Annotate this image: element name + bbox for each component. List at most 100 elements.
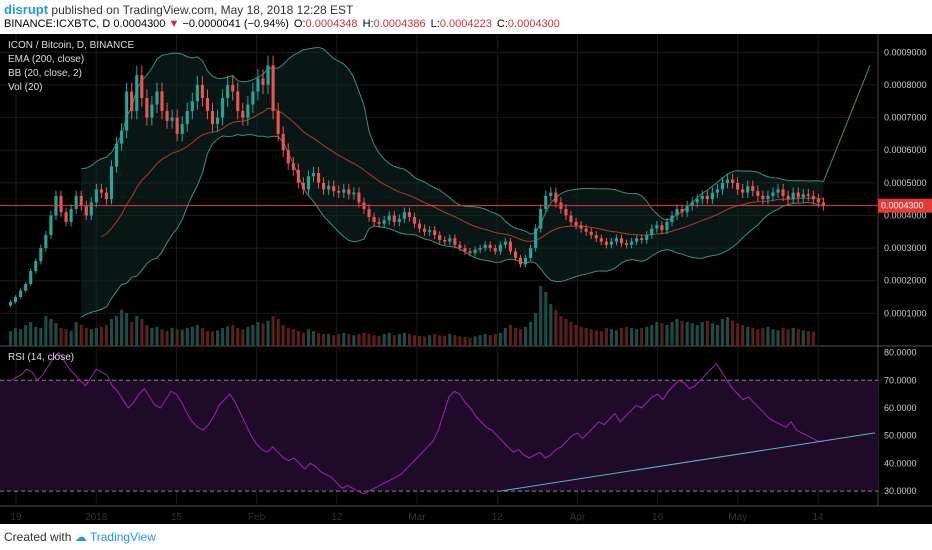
candle-body — [34, 261, 38, 271]
time-tick-label: Apr — [570, 512, 586, 523]
volume-bar — [428, 335, 432, 346]
candle-body — [402, 212, 406, 219]
volume-bar — [498, 332, 502, 346]
volume-bar — [357, 334, 361, 346]
candle-body — [503, 241, 507, 245]
candle-body — [589, 231, 593, 236]
candle-body — [377, 222, 381, 224]
volume-bar — [114, 316, 119, 346]
candle-body — [367, 208, 371, 218]
candle-body — [665, 222, 669, 231]
price-tick-label: 0.0005000 — [884, 178, 927, 188]
candle-body — [69, 208, 73, 222]
volume-bar — [715, 325, 720, 346]
candle-body — [352, 192, 356, 195]
candle-body — [301, 182, 305, 190]
candle-body — [205, 98, 210, 112]
volume-bar — [180, 329, 184, 346]
volume-bar — [483, 334, 487, 346]
volume-bar — [523, 326, 528, 346]
chart-canvas[interactable]: 0.0009000 0.0008000 0.0007000 0.0006000 0.00… — [0, 34, 932, 524]
legend-title: ICON / Bitcoin, D, BINANCE — [8, 40, 134, 51]
candle-body — [473, 249, 477, 253]
volume-bar — [352, 335, 356, 346]
volume-bar — [720, 319, 725, 346]
candle-body — [448, 238, 452, 242]
volume-bar — [518, 329, 523, 346]
volume-bar — [251, 325, 255, 346]
volume-bar — [635, 329, 639, 346]
volume-bar — [64, 329, 68, 346]
candle-body — [322, 182, 326, 190]
time-tick-label: 12 — [331, 512, 343, 523]
candle-body — [786, 195, 790, 200]
candle-body — [700, 195, 704, 200]
volume-bar — [261, 323, 265, 346]
volume-bar — [619, 328, 624, 346]
candle-body — [579, 225, 583, 229]
candle-body — [725, 179, 730, 183]
volume-bar — [155, 326, 159, 346]
candle-body — [190, 101, 194, 112]
volume-bar — [630, 328, 634, 346]
candle-body — [24, 284, 28, 291]
candle-body — [271, 65, 275, 112]
candle-body — [8, 301, 13, 306]
volume-bar — [14, 328, 18, 346]
rsi-band-fill — [0, 380, 878, 492]
volume-bar — [125, 313, 129, 346]
candle-body — [241, 111, 245, 118]
candle-body — [276, 111, 280, 134]
candle-body — [498, 244, 502, 252]
volume-bar — [640, 328, 644, 346]
volume-bar — [190, 326, 194, 346]
candle-body — [372, 217, 376, 222]
candle-body — [655, 225, 659, 229]
volume-bar — [544, 292, 548, 346]
candle-body — [635, 238, 639, 242]
candle-body — [756, 191, 760, 196]
tradingview-brand[interactable]: TradingView — [89, 530, 156, 544]
candle-body — [99, 189, 103, 193]
volume-bar — [478, 335, 482, 346]
volume-bar — [266, 320, 270, 346]
candle-body — [513, 251, 518, 258]
candle-body — [433, 230, 437, 236]
candle-body — [74, 195, 78, 209]
candle-body — [675, 208, 679, 216]
volume-bar — [160, 329, 164, 346]
candle-body — [125, 91, 129, 131]
volume-bar — [448, 334, 452, 346]
author-name[interactable]: disrupt — [4, 2, 49, 17]
candle-body — [544, 195, 548, 209]
candle-body — [574, 222, 578, 226]
time-tick-label: May — [728, 512, 747, 523]
volume-bar — [513, 328, 518, 346]
volume-bar — [135, 316, 139, 346]
candle-body — [160, 91, 164, 112]
volume-bar — [372, 335, 376, 346]
time-tick-label: 12 — [492, 512, 504, 523]
bollinger-band-fill — [81, 47, 824, 318]
volume-bar — [756, 329, 760, 346]
volume-bar — [801, 330, 805, 346]
volume-bar — [392, 335, 396, 346]
volume-bar — [771, 329, 775, 346]
time-tick-label: 16 — [652, 512, 664, 523]
volume-bar — [231, 325, 235, 346]
volume-bar — [609, 329, 613, 346]
volume-bar — [423, 336, 427, 346]
volume-bar — [347, 334, 351, 346]
candle-body — [736, 182, 740, 190]
legend-ema: EMA (200, close) — [8, 54, 84, 65]
candle-body — [412, 217, 417, 224]
candle-body — [599, 238, 603, 242]
rsi-trendline — [499, 432, 876, 492]
volume-bar — [412, 335, 417, 346]
ema-line — [101, 107, 824, 243]
candle-body — [130, 91, 134, 112]
candle-body — [458, 244, 462, 249]
candle-body — [645, 235, 649, 240]
candle-body — [468, 251, 472, 253]
candle-body — [518, 257, 523, 265]
